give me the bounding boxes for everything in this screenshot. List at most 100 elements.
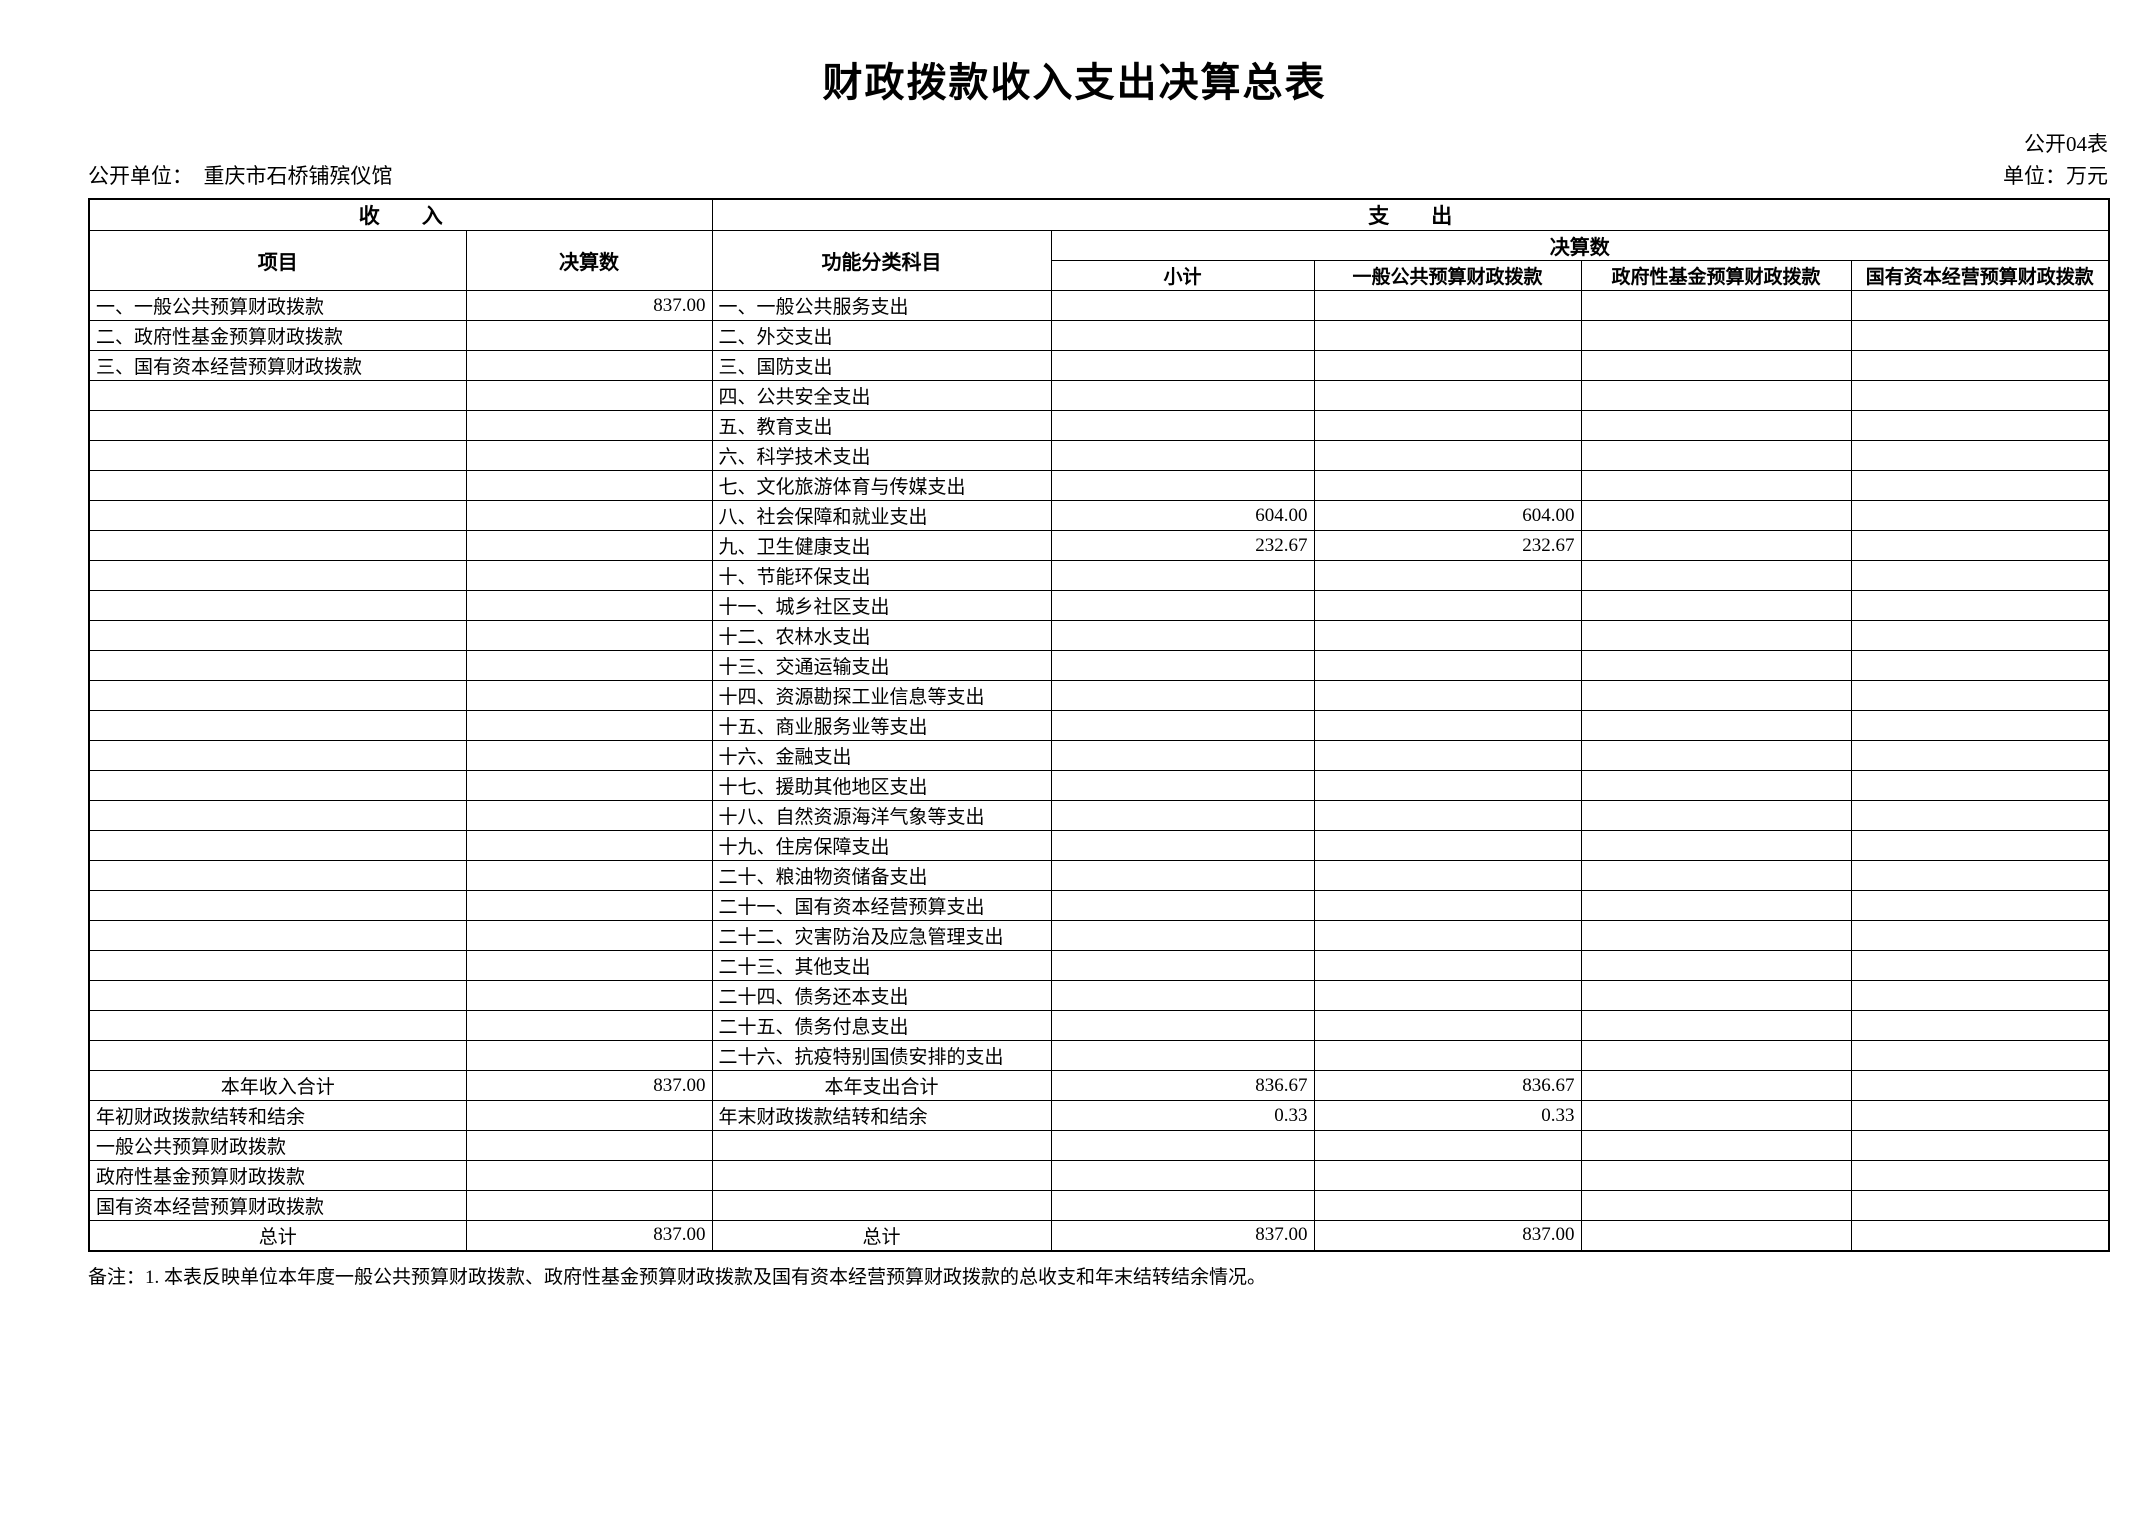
income-item-cell [88,500,467,531]
expense-general-budget-cell [1313,290,1582,321]
expense-group-header: 支 出 [711,198,2110,231]
income-item-cell [88,950,467,981]
expense-item-cell: 十一、城乡社区支出 [711,590,1052,621]
expense-state-capital-cell [1850,560,2110,591]
expense-subtotal-cell [1050,440,1315,471]
expense-subtotal-cell [1050,860,1315,891]
expense-item-cell: 二十一、国有资本经营预算支出 [711,890,1052,921]
income-item-cell [88,740,467,771]
income-amount-cell [465,1010,713,1041]
income-item-cell [88,830,467,861]
expense-gov-fund-cell [1580,1010,1852,1041]
expense-value-group-header: 决算数 [1050,230,2110,261]
table-row: 十五、商业服务业等支出 [88,710,2110,741]
expense-subtotal-cell [1050,1160,1315,1191]
expense-general-budget-cell [1313,470,1582,501]
expense-state-capital-cell [1850,1190,2110,1221]
expense-state-capital-cell [1850,680,2110,711]
expense-state-capital-cell [1850,770,2110,801]
table-header: 收 入 支 出 项目 决算数 功能分类科目 决算数 小计 一般公共预算财政拨款 … [88,198,2110,291]
expense-state-capital-cell [1850,1040,2110,1071]
expense-state-capital-cell [1850,440,2110,471]
expense-subtotal-cell [1050,1130,1315,1161]
expense-general-budget-cell [1313,800,1582,831]
expense-item-cell: 二十二、灾害防治及应急管理支出 [711,920,1052,951]
fiscal-summary-table: 收 入 支 出 项目 决算数 功能分类科目 决算数 小计 一般公共预算财政拨款 … [88,198,2111,1252]
expense-subtotal-cell: 0.33 [1050,1100,1315,1131]
expense-item-cell: 二十三、其他支出 [711,950,1052,981]
header-sub-row-2: 小计 一般公共预算财政拨款 政府性基金预算财政拨款 国有资本经营预算财政拨款 [89,260,2110,291]
expense-gov-fund-cell [1580,1220,1852,1251]
income-amount-cell [465,320,713,351]
expense-general-budget-cell [1313,740,1582,771]
income-item-cell [88,530,467,561]
header-sub-row-1: 项目 决算数 功能分类科目 决算数 [88,230,2110,291]
expense-subtotal-cell [1050,590,1315,621]
expense-gov-fund-cell [1580,410,1852,441]
income-amount-cell [465,590,713,621]
income-item-cell [88,1010,467,1041]
income-amount-cell [465,800,713,831]
income-amount-cell [465,920,713,951]
income-amount-cell [465,500,713,531]
expense-subtotal-cell [1050,740,1315,771]
income-item-cell [88,800,467,831]
expense-subtotal-cell [1050,470,1315,501]
expense-general-budget-cell [1313,680,1582,711]
table-row: 十三、交通运输支出 [88,650,2110,681]
expense-gov-fund-cell [1580,440,1852,471]
table-row: 总计 837.00 总计 837.00 837.00 [88,1220,2110,1251]
expense-state-capital-cell [1850,620,2110,651]
expense-gov-fund-cell [1580,680,1852,711]
income-item-cell [88,560,467,591]
expense-subtotal-cell [1050,680,1315,711]
income-item-cell [88,890,467,921]
expense-item-cell: 十八、自然资源海洋气象等支出 [711,800,1052,831]
expense-item-cell: 本年支出合计 [711,1070,1052,1101]
income-item-cell [88,650,467,681]
expense-subtotal-cell [1050,800,1315,831]
expense-general-budget-cell [1313,1130,1582,1161]
expense-subtotal-cell [1050,620,1315,651]
income-item-cell [88,470,467,501]
expense-item-cell: 三、国防支出 [711,350,1052,381]
table-row: 一、一般公共预算财政拨款 837.00 一、一般公共服务支出 [88,290,2110,321]
expense-gov-fund-cell [1580,1100,1852,1131]
expense-item-cell [711,1130,1052,1161]
expense-general-budget-cell [1313,620,1582,651]
income-amount-cell [465,680,713,711]
income-item-cell: 三、国有资本经营预算财政拨款 [88,350,467,381]
expense-state-capital-cell [1850,950,2110,981]
income-amount-cell [465,350,713,381]
expense-subtotal-cell [1050,650,1315,681]
expense-general-budget-cell [1313,320,1582,351]
expense-general-budget-cell [1313,980,1582,1011]
expense-gov-fund-cell [1580,1160,1852,1191]
income-amount-cell [465,470,713,501]
expense-state-capital-cell [1850,350,2110,381]
expense-item-cell: 十七、援助其他地区支出 [711,770,1052,801]
table-row: 十二、农林水支出 [88,620,2110,651]
expense-state-capital-cell [1850,1070,2110,1101]
expense-state-capital-cell [1850,1010,2110,1041]
income-amount-cell [465,1040,713,1071]
income-item-cell: 政府性基金预算财政拨款 [88,1160,467,1191]
expense-item-cell: 二十、粮油物资储备支出 [711,860,1052,891]
income-amount-cell: 837.00 [465,290,713,321]
expense-state-capital-cell [1850,830,2110,861]
expense-item-cell: 十三、交通运输支出 [711,650,1052,681]
expense-subtotal-cell [1050,320,1315,351]
expense-state-capital-cell [1850,1220,2110,1251]
expense-state-capital-cell [1850,1130,2110,1161]
table-row: 六、科学技术支出 [88,440,2110,471]
expense-item-cell: 十四、资源勘探工业信息等支出 [711,680,1052,711]
expense-state-capital-cell [1850,920,2110,951]
expense-general-budget-cell [1313,380,1582,411]
expense-subtotal-cell [1050,770,1315,801]
expense-gov-fund-cell [1580,980,1852,1011]
expense-gov-fund-cell [1580,800,1852,831]
table-row: 二十五、债务付息支出 [88,1010,2110,1041]
expense-subtotal-cell: 837.00 [1050,1220,1315,1251]
income-amount-cell [465,380,713,411]
